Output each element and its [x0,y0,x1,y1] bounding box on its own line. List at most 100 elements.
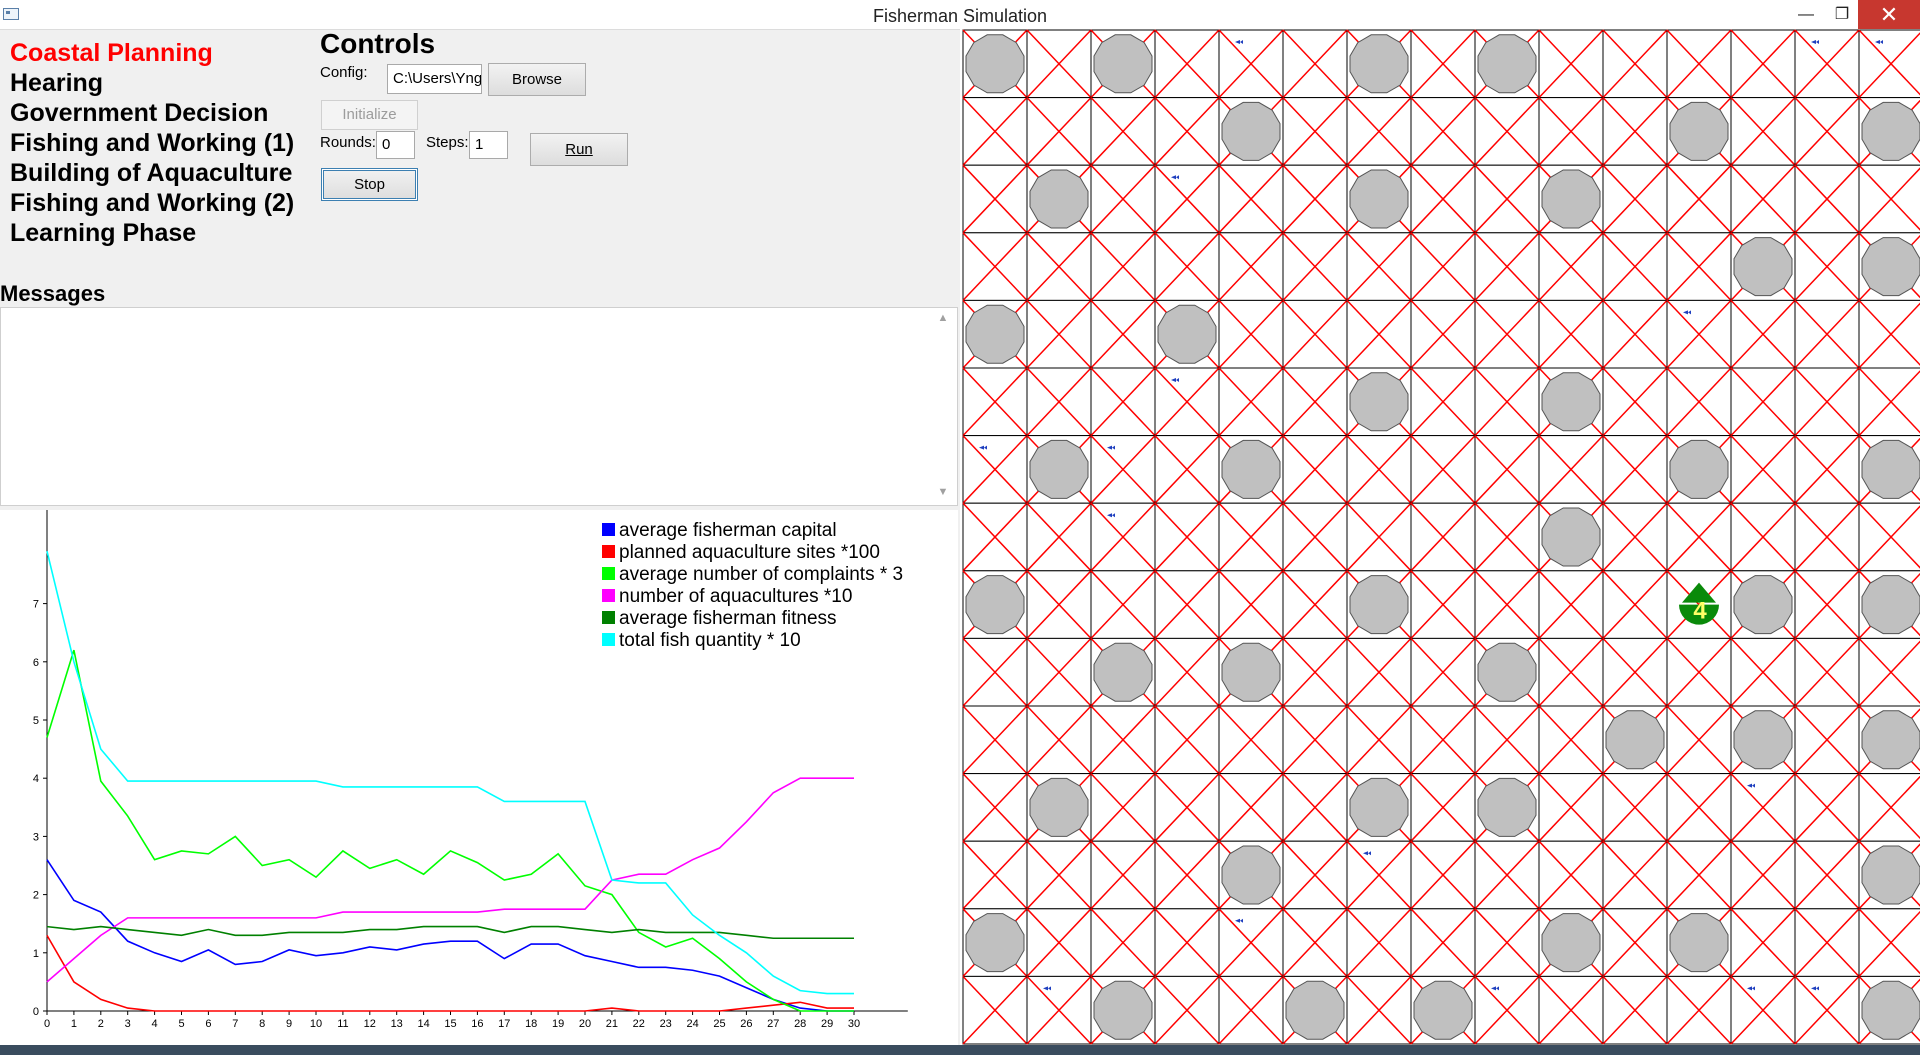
steps-input[interactable]: 1 [469,131,508,159]
cell-cross-b [1474,367,1540,437]
fish-icon [1235,918,1243,923]
x-tick-label: 17 [498,1018,510,1030]
cell-cross-b [1410,705,1476,775]
cell-cross-b [1666,637,1732,707]
cell-cross-b [1858,640,1920,707]
cell-cross-b [1410,840,1476,910]
config-path-input[interactable]: C:\Users\Yng [387,64,482,94]
cell-cross-b [1154,840,1220,910]
rock-icon [1221,101,1281,161]
cell-cross-b [1794,367,1860,437]
cell-cross-b [1026,29,1092,99]
cell-cross-b [1282,908,1348,977]
cell-cross-b [1794,97,1860,166]
x-tick-label: 22 [633,1018,645,1030]
config-label: Config: [320,64,368,81]
cell-cross-b [1346,840,1412,910]
cell-cross-b [1282,299,1348,369]
cell-cross-b [1602,502,1668,572]
x-tick-label: 18 [525,1018,537,1030]
cell-cross-b [1154,164,1220,234]
cell-cross-b [1538,570,1604,639]
cell-cross-b [1346,975,1412,1045]
fish-icon [1171,175,1179,180]
initialize-button[interactable]: Initialize [321,100,418,130]
y-tick-label: 6 [33,657,39,669]
scroll-up-arrow-icon[interactable]: ▲ [937,312,949,324]
cell-cross-b [1218,570,1284,639]
cell-cross-b [1410,502,1476,572]
cell-cross-b [1282,164,1348,234]
app-icon[interactable] [3,8,19,20]
y-tick-label: 1 [33,948,39,960]
cell-cross-b [1154,502,1220,572]
cell-cross-b [1794,840,1860,910]
cell-cross-b [962,502,1028,572]
close-button[interactable]: ✕ [1858,0,1920,29]
cell-cross-b [1282,367,1348,437]
rock-icon [1861,980,1920,1040]
cell-cross-b [1666,367,1732,437]
cell-cross-b [1538,840,1604,910]
cell-cross-b [1346,908,1412,977]
cell-cross-b [1282,840,1348,910]
cell-cross-b [1282,570,1348,639]
cell-cross-b [1602,164,1668,234]
stop-button[interactable]: Stop [321,168,418,201]
phase-fishing-working-1: Fishing and Working (1) [10,129,295,157]
cell-cross-b [1666,975,1732,1045]
cell-cross-b [1410,299,1476,369]
cell-cross-b [1090,705,1156,775]
cell-cross-b [962,232,1028,301]
cell-cross-b [1410,773,1476,842]
rock-icon [1733,710,1793,770]
restore-button[interactable]: ❐ [1834,6,1850,23]
rock-icon [1221,642,1281,702]
run-button[interactable]: Run [530,133,628,166]
cell-cross-b [1538,637,1604,707]
x-tick-label: 28 [794,1018,806,1030]
rounds-label: Rounds: [320,134,376,151]
messages-textarea[interactable] [0,307,958,506]
scroll-down-arrow-icon[interactable]: ▼ [937,486,949,498]
cell-cross-b [1282,502,1348,572]
cell-cross-b [1730,367,1796,437]
y-tick-label: 2 [33,890,39,902]
cell-cross-b [1602,29,1668,99]
minimize-button[interactable]: — [1798,6,1814,23]
legend-swatch [602,611,615,624]
cell-cross-b [1794,705,1860,775]
cell-cross-b [1730,773,1796,842]
cell-cross-b [1218,164,1284,234]
browse-button[interactable]: Browse [488,63,586,96]
rock-icon [1221,845,1281,905]
x-tick-label: 29 [821,1018,833,1030]
steps-label: Steps: [426,134,469,151]
legend-label: average number of complaints * 3 [619,564,903,585]
x-tick-label: 24 [686,1018,698,1030]
title-bar: Fisherman Simulation — ❐ ✕ [0,0,1920,30]
rock-icon [1349,372,1409,432]
series-line-4 [46,777,854,983]
rock-icon [1029,439,1089,499]
rock-icon [1285,980,1345,1040]
legend-swatch [602,589,615,602]
rock-icon [1541,372,1601,432]
cell-cross-b [1026,705,1092,775]
cell-cross-b [1090,773,1156,842]
cell-cross-b [1474,975,1540,1045]
cell-cross-b [1346,435,1412,504]
cell-cross-b [1602,367,1668,437]
window-title: Fisherman Simulation [872,6,1048,26]
phase-government-decision: Government Decision [10,99,269,127]
x-tick-label: 25 [713,1018,725,1030]
rock-icon [965,575,1025,635]
cell-cross-b [1474,232,1540,301]
rounds-input[interactable]: 0 [376,131,415,159]
cell-cross-b [1410,570,1476,639]
cell-cross-b [1090,97,1156,166]
cell-cross-b [1794,975,1860,1045]
rock-icon [1861,710,1920,770]
rock-icon [1221,439,1281,499]
